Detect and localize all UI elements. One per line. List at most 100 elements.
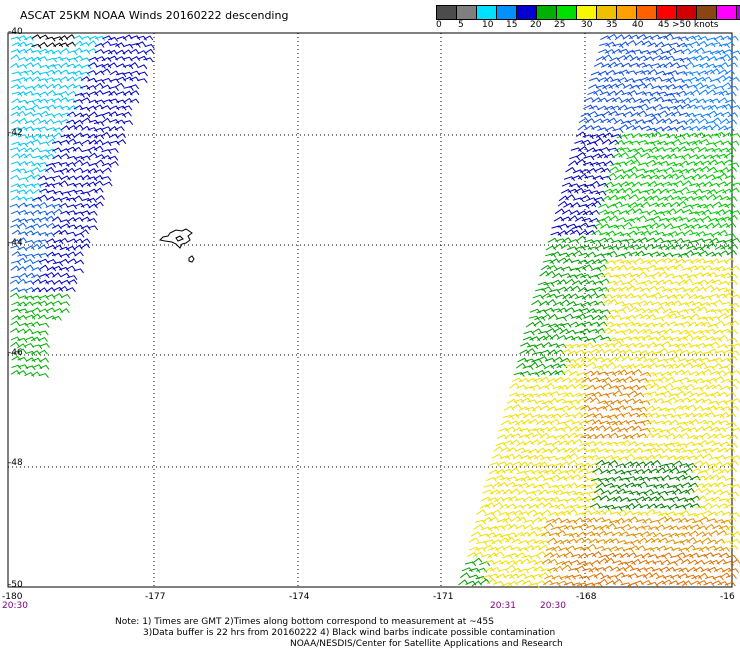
legend-tick: 25 [554, 20, 566, 30]
wind-barb [626, 285, 637, 291]
wind-barb [67, 155, 78, 161]
wind-barb [649, 174, 660, 180]
wind-barb [25, 314, 36, 320]
wind-barb [600, 118, 612, 124]
wind-barb [494, 525, 506, 531]
wind-barb [723, 288, 735, 294]
wind-barb [11, 153, 21, 159]
wind-barb [602, 327, 613, 334]
wind-barb [80, 191, 91, 197]
wind-barb [710, 124, 721, 130]
wind-barb [721, 567, 733, 573]
wind-barb [632, 105, 644, 111]
wind-barb [653, 316, 665, 322]
wind-barb [543, 364, 555, 370]
wind-barb [666, 76, 677, 83]
wind-barb [636, 491, 648, 497]
wind-barb [53, 293, 63, 298]
wind-barb [697, 195, 709, 200]
wind-barb [521, 419, 532, 425]
wind-barb [646, 372, 658, 377]
wind-barb [605, 97, 617, 103]
wind-barb [521, 580, 533, 586]
wind-barb [574, 565, 586, 571]
wind-barb [58, 180, 69, 186]
wind-barb [600, 63, 612, 69]
wind-barb [683, 91, 695, 97]
wind-barb [568, 377, 579, 384]
wind-barb [693, 405, 704, 412]
wind-barb [528, 418, 539, 424]
wind-barb [655, 524, 666, 530]
wind-barb [686, 141, 698, 146]
wind-barb [674, 532, 686, 538]
wind-barb [38, 330, 49, 336]
wind-barb [59, 258, 69, 264]
wind-barb [683, 420, 695, 426]
wind-barb [10, 327, 20, 333]
wind-barb [678, 573, 689, 579]
wind-barb [115, 42, 125, 48]
wind-barb [639, 210, 651, 216]
wind-barb [619, 316, 631, 321]
wind-barb [666, 485, 679, 490]
wind-barb [506, 476, 519, 482]
wind-barb [661, 154, 672, 160]
wind-barb [649, 195, 660, 201]
wind-barb [38, 300, 48, 306]
wind-barb [620, 582, 632, 588]
wind-barb [80, 155, 91, 161]
wind-barb [603, 181, 615, 187]
wind-barb [622, 111, 634, 117]
wind-barb [23, 301, 34, 307]
wind-barb [615, 112, 627, 118]
wind-barb [630, 483, 643, 489]
wind-barb [80, 92, 91, 98]
wind-barb [663, 382, 674, 389]
wind-barb [713, 169, 725, 175]
wind-barb [662, 71, 674, 77]
wind-barb [109, 140, 120, 146]
wind-barb [101, 40, 112, 46]
wind-barb [18, 70, 29, 76]
wind-barb [664, 55, 676, 61]
wind-barb [658, 537, 669, 543]
wind-barb [143, 57, 154, 63]
wind-barb [17, 337, 28, 343]
wind-barb [605, 230, 617, 236]
wind-barb [38, 349, 48, 355]
wind-barb [662, 279, 674, 285]
wind-barb [644, 379, 656, 385]
wind-barb [571, 582, 583, 588]
wind-barb [24, 230, 35, 236]
wind-barb [571, 421, 583, 426]
wind-barb [637, 481, 648, 487]
wind-barb [679, 489, 690, 495]
wind-barb [516, 362, 527, 369]
wind-barb [675, 552, 687, 558]
wind-barb [621, 518, 633, 524]
wind-barb [705, 440, 717, 446]
wind-barb [101, 63, 112, 69]
wind-barb [580, 194, 591, 201]
wind-barb [553, 243, 564, 250]
wind-barb [614, 355, 625, 362]
wind-barb [702, 238, 714, 244]
wind-barb [709, 293, 721, 299]
wind-barb [528, 504, 540, 509]
wind-barb [31, 127, 42, 133]
wind-barb [518, 511, 530, 517]
wind-barb [610, 265, 622, 271]
wind-barb [672, 433, 684, 440]
wind-barb [651, 131, 662, 138]
wind-barb [658, 347, 669, 354]
wind-barb [720, 35, 732, 41]
wind-barb [669, 467, 680, 473]
wind-barb [484, 511, 496, 517]
wind-barb [573, 546, 585, 552]
wind-barb [601, 383, 612, 389]
wind-barb [655, 306, 666, 313]
wind-barb [468, 537, 480, 543]
wind-barb [10, 265, 20, 271]
wind-barb [683, 224, 695, 230]
